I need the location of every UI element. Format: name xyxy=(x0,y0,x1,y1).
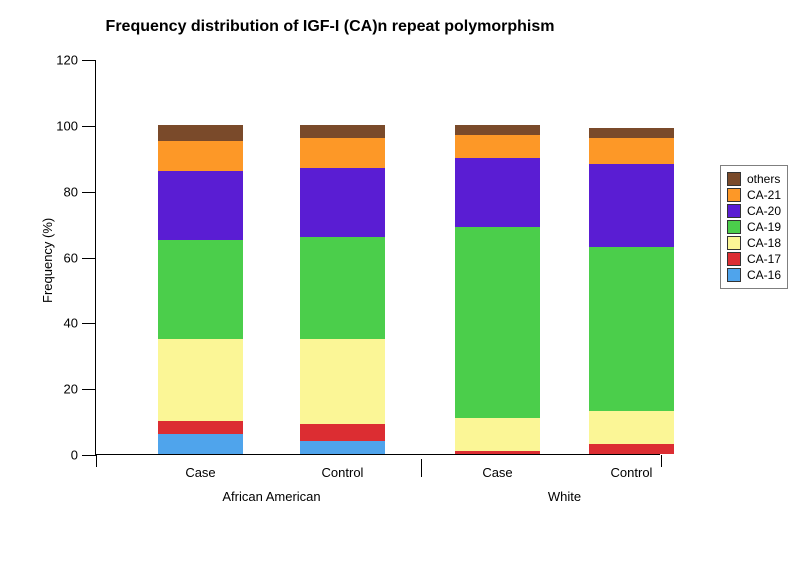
legend-swatch xyxy=(727,268,741,282)
x-tick xyxy=(96,455,97,467)
x-label: Control xyxy=(592,465,672,480)
legend-label: CA-19 xyxy=(747,220,781,234)
bar-segment-CA-18 xyxy=(300,339,385,425)
x-label: Control xyxy=(303,465,383,480)
bar-column xyxy=(158,125,243,454)
bar-segment-CA-18 xyxy=(158,339,243,421)
bar-column xyxy=(589,128,674,454)
legend-item: CA-19 xyxy=(727,220,781,234)
legend-label: CA-16 xyxy=(747,268,781,282)
legend-item: CA-21 xyxy=(727,188,781,202)
bar-segment-CA-16 xyxy=(158,434,243,454)
legend-label: CA-21 xyxy=(747,188,781,202)
legend-item: CA-17 xyxy=(727,252,781,266)
x-group-label: African American xyxy=(192,489,352,504)
y-tick-label: 0 xyxy=(71,448,96,463)
bar-segment-CA-18 xyxy=(455,418,540,451)
legend-item: CA-20 xyxy=(727,204,781,218)
bar-segment-CA-21 xyxy=(300,138,385,168)
legend-label: CA-17 xyxy=(747,252,781,266)
y-tick-label: 40 xyxy=(64,316,96,331)
chart-title: Frequency distribution of IGF-I (CA)n re… xyxy=(0,18,660,36)
legend-item: CA-18 xyxy=(727,236,781,250)
bar-segment-CA-19 xyxy=(300,237,385,339)
y-tick-label: 80 xyxy=(64,184,96,199)
bar-segment-CA-21 xyxy=(589,138,674,164)
legend-swatch xyxy=(727,220,741,234)
bar-segment-others xyxy=(158,125,243,141)
y-tick-label: 120 xyxy=(56,53,96,68)
bar-segment-CA-17 xyxy=(158,421,243,434)
bar-segment-CA-17 xyxy=(589,444,674,454)
legend-swatch xyxy=(727,172,741,186)
bar-segment-others xyxy=(300,125,385,138)
legend-swatch xyxy=(727,236,741,250)
bar-segment-others xyxy=(455,125,540,135)
bar-segment-CA-20 xyxy=(455,158,540,227)
legend-swatch xyxy=(727,204,741,218)
x-label: Case xyxy=(161,465,241,480)
bar-segment-others xyxy=(589,128,674,138)
plot-area: 020406080100120CaseControlCaseControlAfr… xyxy=(95,60,660,455)
bar-segment-CA-21 xyxy=(158,141,243,171)
bar-segment-CA-21 xyxy=(455,135,540,158)
x-label: Case xyxy=(458,465,538,480)
y-tick-label: 100 xyxy=(56,118,96,133)
legend-label: CA-18 xyxy=(747,236,781,250)
bar-column xyxy=(300,125,385,454)
group-divider xyxy=(421,459,422,477)
chart-container: Frequency distribution of IGF-I (CA)n re… xyxy=(0,0,800,566)
y-axis-title: Frequency (%) xyxy=(40,217,55,302)
y-tick-label: 20 xyxy=(64,382,96,397)
bar-column xyxy=(455,125,540,454)
bar-segment-CA-19 xyxy=(455,227,540,418)
bar-segment-CA-20 xyxy=(300,168,385,237)
bar-segment-CA-17 xyxy=(455,451,540,454)
bar-segment-CA-18 xyxy=(589,411,674,444)
bar-segment-CA-19 xyxy=(158,240,243,339)
legend-item: CA-16 xyxy=(727,268,781,282)
bar-segment-CA-17 xyxy=(300,424,385,440)
legend: others CA-21 CA-20 CA-19 CA-18 CA-17 CA-16 xyxy=(720,165,788,289)
legend-label: others xyxy=(747,172,780,186)
legend-item: others xyxy=(727,172,781,186)
legend-swatch xyxy=(727,188,741,202)
x-group-label: White xyxy=(485,489,645,504)
bar-segment-CA-20 xyxy=(158,171,243,240)
legend-swatch xyxy=(727,252,741,266)
bar-segment-CA-16 xyxy=(300,441,385,454)
bar-segment-CA-19 xyxy=(589,247,674,412)
bar-segment-CA-20 xyxy=(589,164,674,246)
y-tick-label: 60 xyxy=(64,250,96,265)
legend-label: CA-20 xyxy=(747,204,781,218)
